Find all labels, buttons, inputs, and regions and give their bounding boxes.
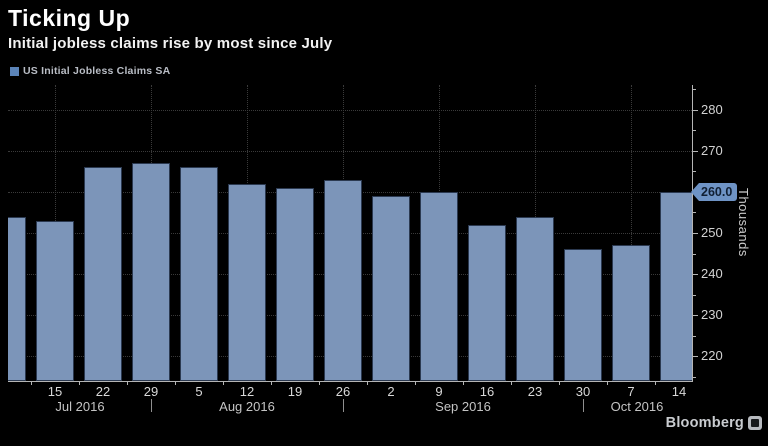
x-axis-line <box>8 381 693 382</box>
x-tick <box>463 382 464 385</box>
x-tick <box>79 382 80 385</box>
x-week-label: 5 <box>195 384 203 399</box>
bloomberg-terminal-icon <box>748 416 762 430</box>
gridline-vertical <box>631 85 632 381</box>
x-tick <box>511 382 512 385</box>
chart-subtitle: Initial jobless claims rise by most sinc… <box>8 35 333 52</box>
y-tick-label: 230 <box>701 307 723 323</box>
bar-5 <box>180 167 218 381</box>
x-month-label: Sep 2016 <box>435 399 491 414</box>
x-week-label: 14 <box>671 384 687 399</box>
y-tick-major <box>693 274 698 276</box>
y-tick-label: 220 <box>701 348 723 364</box>
x-week-label: 22 <box>95 384 111 399</box>
x-tick <box>367 382 368 385</box>
y-tick-major <box>693 150 698 152</box>
x-tick <box>271 382 272 385</box>
x-month-label: Oct 2016 <box>610 399 664 414</box>
bar-22 <box>84 167 122 381</box>
bar-30 <box>564 249 602 381</box>
y-axis-line <box>692 85 693 382</box>
month-separator <box>343 399 344 412</box>
bloomberg-logo-text: Bloomberg <box>665 415 744 431</box>
y-tick-minor <box>693 253 696 255</box>
y-tick-major <box>693 109 698 111</box>
y-tick-major <box>693 315 698 317</box>
x-tick <box>655 382 656 385</box>
chart-title: Ticking Up <box>8 5 131 31</box>
x-month-label: Jul 2016 <box>55 399 105 414</box>
bar-12 <box>228 183 266 381</box>
bar-23 <box>516 216 554 381</box>
plot-area <box>8 85 692 381</box>
y-tick-label: 250 <box>701 225 723 240</box>
y-tick-major <box>693 233 698 234</box>
last-value-badge: 260.0 <box>691 183 738 201</box>
month-separator <box>151 399 152 412</box>
x-month-label: Aug 2016 <box>219 399 275 414</box>
gridline-horizontal <box>8 109 692 111</box>
x-tick <box>319 382 320 385</box>
x-week-label: 2 <box>387 384 395 399</box>
x-week-label: 30 <box>575 384 591 399</box>
y-tick-label: 240 <box>701 266 723 282</box>
bar-19 <box>276 187 314 381</box>
bar-14 <box>660 191 692 381</box>
bar-clipped <box>8 216 26 381</box>
y-tick-minor <box>693 89 696 91</box>
x-week-label: 15 <box>47 384 63 399</box>
y-tick-major <box>693 356 698 358</box>
gridline-horizontal <box>8 150 692 152</box>
x-tick <box>127 382 128 385</box>
bar-9 <box>420 191 458 381</box>
y-tick-label: 280 <box>701 101 723 117</box>
bar-2 <box>372 196 410 381</box>
y-tick-minor <box>693 376 696 378</box>
x-week-label: 7 <box>627 384 635 399</box>
x-week-label: 26 <box>335 384 351 399</box>
x-tick <box>223 382 224 385</box>
y-tick-minor <box>693 335 696 337</box>
legend-label: US Initial Jobless Claims SA <box>23 65 171 77</box>
y-tick-minor <box>693 212 696 214</box>
bar-29 <box>132 163 170 381</box>
legend: US Initial Jobless Claims SA <box>10 65 170 77</box>
y-tick-minor <box>693 171 696 173</box>
x-week-label: 23 <box>527 384 543 399</box>
x-week-label: 19 <box>287 384 303 399</box>
y-tick-label: 270 <box>701 142 723 158</box>
y-axis-unit-label: Thousands <box>736 188 751 257</box>
brand-footer: Bloomberg <box>666 415 762 431</box>
x-week-label: 29 <box>143 384 159 399</box>
bar-7 <box>612 245 650 381</box>
x-tick <box>31 382 32 385</box>
x-tick <box>415 382 416 385</box>
bar-15 <box>36 220 74 381</box>
x-week-label: 16 <box>479 384 495 399</box>
x-tick <box>559 382 560 385</box>
bar-16 <box>468 224 506 381</box>
y-tick-minor <box>693 130 696 132</box>
y-tick-minor <box>693 294 696 296</box>
legend-swatch-icon <box>10 66 19 76</box>
x-tick <box>607 382 608 385</box>
bar-26 <box>324 179 362 381</box>
x-tick <box>175 382 176 385</box>
x-week-label: 12 <box>239 384 255 399</box>
x-week-label: 9 <box>435 384 443 399</box>
month-separator <box>583 399 584 412</box>
